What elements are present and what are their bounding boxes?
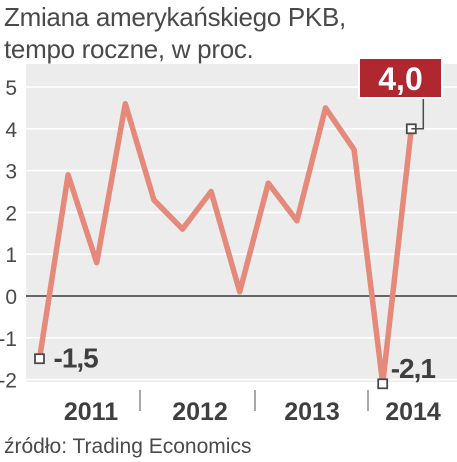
marker-first <box>34 353 45 365</box>
plot-background <box>26 64 457 382</box>
y-tick-label: -1 <box>0 328 17 351</box>
marker-min <box>377 378 389 390</box>
y-tick-label: -2 <box>0 370 17 393</box>
y-axis-tick-labels: -2 -1 0 1 2 3 4 5 <box>0 77 17 393</box>
y-tick-label: 4 <box>5 119 17 142</box>
chart-subtitle: tempo roczne, w proc. <box>4 34 254 64</box>
chart-title: Zmiana amerykańskiego PKB, <box>4 2 346 32</box>
x-tick-label-2012: 2012 <box>172 398 228 426</box>
highlight-markers <box>34 98 425 390</box>
y-tick-label: 2 <box>5 202 17 225</box>
gdp-series-line <box>36 100 415 387</box>
x-tick-label-2014: 2014 <box>385 398 441 426</box>
x-tick-label-2013: 2013 <box>284 398 340 426</box>
x-axis: 2011 2012 2013 2014 <box>64 390 441 426</box>
y-tick-label: 3 <box>5 161 17 184</box>
y-tick-label: 0 <box>5 286 17 309</box>
y-tick-label: 1 <box>5 244 17 267</box>
data-labels: -1,5 -2,1 4,0 <box>54 57 443 384</box>
last-value-badge <box>358 57 443 99</box>
last-value-connector <box>411 98 425 130</box>
label-first-value: -1,5 <box>54 343 99 374</box>
source-note: źródło: Trading Economics <box>4 435 252 458</box>
x-tick-label-2011: 2011 <box>64 398 118 426</box>
label-min-value: -2,1 <box>391 353 436 384</box>
label-last-value: 4,0 <box>378 61 422 97</box>
y-tick-label: 5 <box>5 77 17 100</box>
